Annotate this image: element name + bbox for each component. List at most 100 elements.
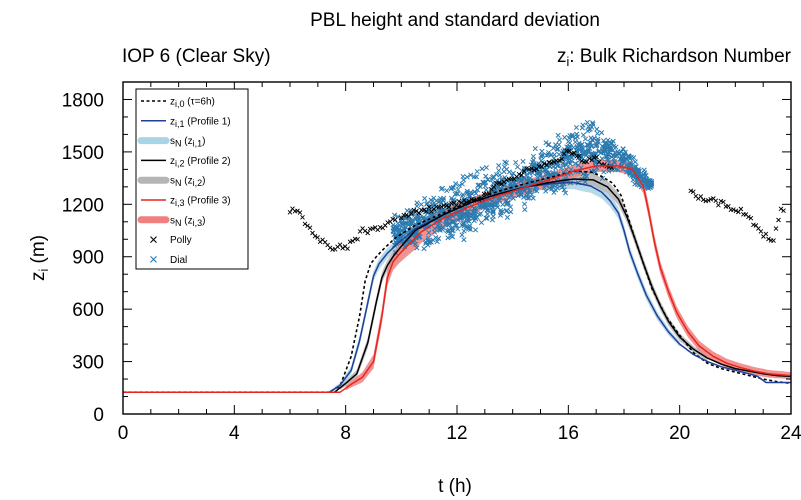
dial-point (460, 173, 466, 180)
dial-point (496, 163, 502, 169)
dial-point (490, 174, 497, 180)
dial-point (423, 239, 429, 245)
dial-point (550, 145, 556, 151)
dial-point (461, 237, 467, 243)
polly-point (456, 198, 462, 204)
polly-point (731, 207, 736, 212)
dial-point (540, 152, 546, 158)
dial-point (435, 223, 441, 229)
dial-point (475, 187, 481, 193)
dial-point (580, 151, 586, 157)
dial-point (489, 203, 495, 209)
dial-point (431, 195, 437, 201)
dial-point (610, 152, 617, 158)
line-zi3 (123, 165, 791, 393)
dial-point (484, 211, 491, 217)
dial-point (521, 201, 528, 207)
dial-point (474, 168, 480, 175)
dial-point (438, 186, 444, 192)
dial-point (556, 137, 563, 143)
dial-point (485, 202, 491, 208)
dial-point (502, 159, 508, 165)
band-sn2 (340, 173, 708, 390)
x-tick-label: 24 (780, 423, 801, 444)
dial-point (559, 184, 565, 190)
polly-point (529, 166, 534, 171)
dial-point (456, 182, 463, 189)
line-zi0 (123, 170, 791, 394)
dial-point (584, 119, 590, 125)
dial-point (589, 124, 595, 130)
legend-swatch-dial (150, 256, 157, 263)
dial-point (474, 214, 480, 221)
dial-point (556, 151, 562, 157)
dial-point (483, 187, 489, 193)
dial-point (395, 220, 401, 226)
dial-point (480, 204, 486, 210)
dial-point (569, 158, 575, 164)
dial-point (543, 188, 549, 194)
polly-point (733, 208, 739, 214)
dial-point (527, 189, 533, 195)
dial-point (494, 204, 501, 210)
dial-point (550, 169, 556, 176)
dial-point (483, 215, 489, 221)
dial-point (414, 245, 420, 251)
dial-point (445, 222, 451, 228)
dial-point (594, 130, 600, 136)
dial-point (556, 142, 562, 148)
dial-point (483, 173, 489, 179)
dial-point (449, 198, 455, 204)
dial-point (628, 162, 634, 168)
dial-point (391, 242, 398, 248)
dial-point (580, 122, 586, 128)
dial-point (472, 189, 478, 195)
dial-point (582, 136, 589, 142)
dial-point (439, 226, 445, 232)
polly-markers (287, 148, 786, 252)
dial-point (572, 139, 578, 145)
dial-point (481, 201, 487, 207)
dial-point (603, 154, 609, 160)
dial-point (590, 120, 596, 126)
dial-point (508, 209, 514, 215)
polly-point (758, 229, 764, 234)
dial-point (486, 207, 492, 213)
dial-point (430, 237, 436, 243)
dial-point (406, 240, 412, 246)
dial-point (602, 140, 609, 146)
polly-point (773, 226, 779, 231)
dial-point (627, 171, 633, 177)
polly-point (287, 209, 293, 215)
legend-label-sn1: sN (zi,1) (170, 136, 205, 149)
x-tick-label: 12 (446, 423, 467, 444)
dial-point (523, 177, 529, 183)
dial-point (409, 232, 415, 239)
dial-point (418, 201, 424, 207)
polly-point (531, 167, 537, 173)
y-tick-label: 900 (72, 248, 104, 269)
polly-point (726, 203, 731, 209)
dial-point (513, 159, 519, 166)
y-tick-label: 1500 (62, 143, 104, 164)
dial-point (574, 143, 580, 150)
dial-point (489, 217, 495, 223)
dial-point (594, 126, 600, 132)
dial-point (461, 228, 467, 234)
dial-point (505, 200, 511, 206)
chart-title: PBL height and standard deviation (310, 10, 600, 31)
dial-point (466, 193, 472, 199)
polly-point (579, 158, 585, 164)
dial-point (451, 219, 457, 225)
dial-point (407, 224, 413, 230)
dial-point (567, 161, 573, 167)
dial-point (551, 189, 557, 196)
polly-point (766, 236, 771, 242)
polly-point (541, 161, 547, 166)
dial-point (504, 214, 510, 220)
dial-point (595, 159, 601, 165)
dial-point (402, 221, 408, 227)
dial-point (589, 137, 595, 143)
dial-point (453, 181, 459, 187)
dial-point (471, 210, 477, 216)
